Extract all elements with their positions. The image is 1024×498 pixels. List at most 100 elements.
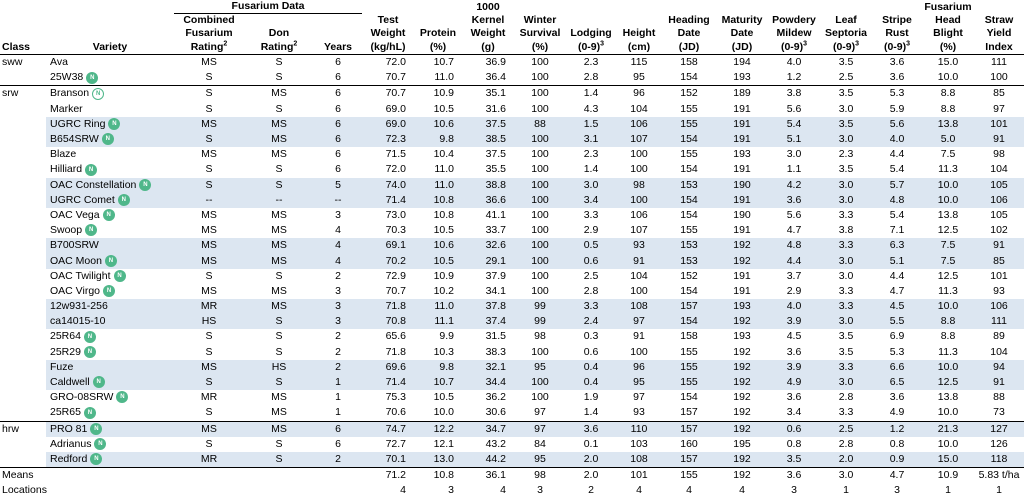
locations-label: Locations	[0, 483, 174, 498]
lodging-cell: 3.3	[566, 208, 616, 223]
variety-name: 25R64	[50, 330, 81, 342]
variety-name: Hilliard	[50, 163, 82, 175]
stripe-rust-cell: 7.1	[872, 223, 922, 238]
height-cell: 100	[616, 284, 662, 299]
stripe-rust-cell: 4.9	[872, 405, 922, 421]
height-cell: 115	[616, 55, 662, 71]
straw-yield-index-cell: 93	[974, 284, 1024, 299]
winter-survival-cell: 97	[514, 421, 566, 437]
variety-badge-icon: N	[90, 423, 102, 435]
class-cell	[0, 345, 46, 360]
lodging-cell: 0.3	[566, 329, 616, 344]
locations-kernel: 4	[462, 483, 514, 498]
combined-rating-cell: S	[174, 269, 244, 284]
height-cell: 98	[616, 178, 662, 193]
combined-rating-cell: MS	[174, 223, 244, 238]
lodging-header-line2: (0-9)3	[566, 40, 616, 55]
lodging-cell: 2.8	[566, 284, 616, 299]
protein-cell: 11.0	[414, 70, 462, 86]
variety-name: Fuze	[50, 361, 73, 373]
powdery-mildew-cell: 3.7	[768, 269, 820, 284]
test-weight-header-line2: Weight	[362, 27, 414, 40]
variety-name: 25R65	[50, 406, 81, 418]
kernel-weight-cell: 36.6	[462, 193, 514, 208]
powdery-mildew-cell: 4.2	[768, 178, 820, 193]
locations-fhb: 1	[922, 483, 974, 498]
powdery-mildew-cell: 5.1	[768, 132, 820, 147]
locations-winter: 3	[514, 483, 566, 498]
kernel-weight-cell: 38.5	[462, 132, 514, 147]
means-label: Means	[0, 468, 174, 484]
straw-yield-index-cell: 85	[974, 86, 1024, 102]
kernel-weight-cell: 34.1	[462, 284, 514, 299]
variety-badge-icon: N	[116, 391, 128, 403]
test-weight-cell: 72.9	[362, 269, 414, 284]
winter-survival-cell: 100	[514, 208, 566, 223]
don-rating-cell: MS	[244, 223, 314, 238]
protein-cell: 10.6	[414, 117, 462, 132]
heading-date-cell: 157	[662, 405, 716, 421]
heading-date-cell: 158	[662, 329, 716, 344]
powdery-mildew-cell: 3.5	[768, 452, 820, 468]
heading-date-cell: 154	[662, 132, 716, 147]
stripe-rust-cell: 5.6	[872, 117, 922, 132]
heading-date-header-line1: Heading	[662, 14, 716, 28]
kernel-weight-cell: 37.5	[462, 147, 514, 162]
fusarium-head-blight-cell: 10.0	[922, 299, 974, 314]
protein-cell: 10.0	[414, 405, 462, 421]
protein-cell: 10.3	[414, 345, 462, 360]
years-cell: 3	[314, 208, 362, 223]
means-straw: 5.83 t/ha	[974, 468, 1024, 484]
variety-name: Redford	[50, 453, 87, 465]
test-weight-cell: 69.6	[362, 360, 414, 375]
lodging-header-line1: Lodging	[566, 27, 616, 40]
leaf-septoria-cell: 3.8	[820, 223, 872, 238]
fhb-header-line4: (%)	[922, 40, 974, 55]
powdery-mildew-cell: 3.9	[768, 360, 820, 375]
stripe-rust-cell: 4.5	[872, 299, 922, 314]
test-weight-cell: 65.6	[362, 329, 414, 344]
heading-date-cell: 155	[662, 223, 716, 238]
straw-yield-index-cell: 91	[974, 375, 1024, 390]
leaf-septoria-cell: 3.0	[820, 314, 872, 329]
protein-cell: 12.2	[414, 421, 462, 437]
don-rating-cell: S	[244, 70, 314, 86]
powdery-mildew-cell: 4.0	[768, 299, 820, 314]
straw-yield-header-line3: Index	[974, 40, 1024, 55]
stripe-rust-cell: 4.7	[872, 284, 922, 299]
lodging-cell: 0.4	[566, 375, 616, 390]
locations-powdery: 3	[768, 483, 820, 498]
protein-cell: 11.0	[414, 178, 462, 193]
lodging-cell: 0.6	[566, 345, 616, 360]
winter-survival-header-line3: (%)	[514, 40, 566, 55]
class-cell	[0, 193, 46, 208]
don-rating-cell: S	[244, 269, 314, 284]
don-rating-cell: S	[244, 437, 314, 452]
leaf-septoria-cell: 2.8	[820, 437, 872, 452]
variety-name: Marker	[50, 103, 83, 115]
powdery-mildew-header-line2: Mildew	[768, 27, 820, 40]
don-rating-cell: MS	[244, 208, 314, 223]
variety-badge-icon: N	[84, 346, 96, 358]
years-cell: 3	[314, 284, 362, 299]
heading-date-cell: 155	[662, 117, 716, 132]
powdery-mildew-cell: 3.4	[768, 405, 820, 421]
straw-yield-index-cell: 94	[974, 360, 1024, 375]
protein-cell: 10.9	[414, 86, 462, 102]
class-cell	[0, 132, 46, 147]
class-cell	[0, 147, 46, 162]
powdery-mildew-cell: 5.6	[768, 208, 820, 223]
heading-date-cell: 155	[662, 147, 716, 162]
kernel-weight-cell: 38.8	[462, 178, 514, 193]
powdery-mildew-cell: 4.5	[768, 329, 820, 344]
kernel-weight-cell: 37.4	[462, 314, 514, 329]
winter-survival-cell: 84	[514, 437, 566, 452]
years-cell: 2	[314, 269, 362, 284]
variety-cell: ca14015-10	[46, 314, 174, 329]
